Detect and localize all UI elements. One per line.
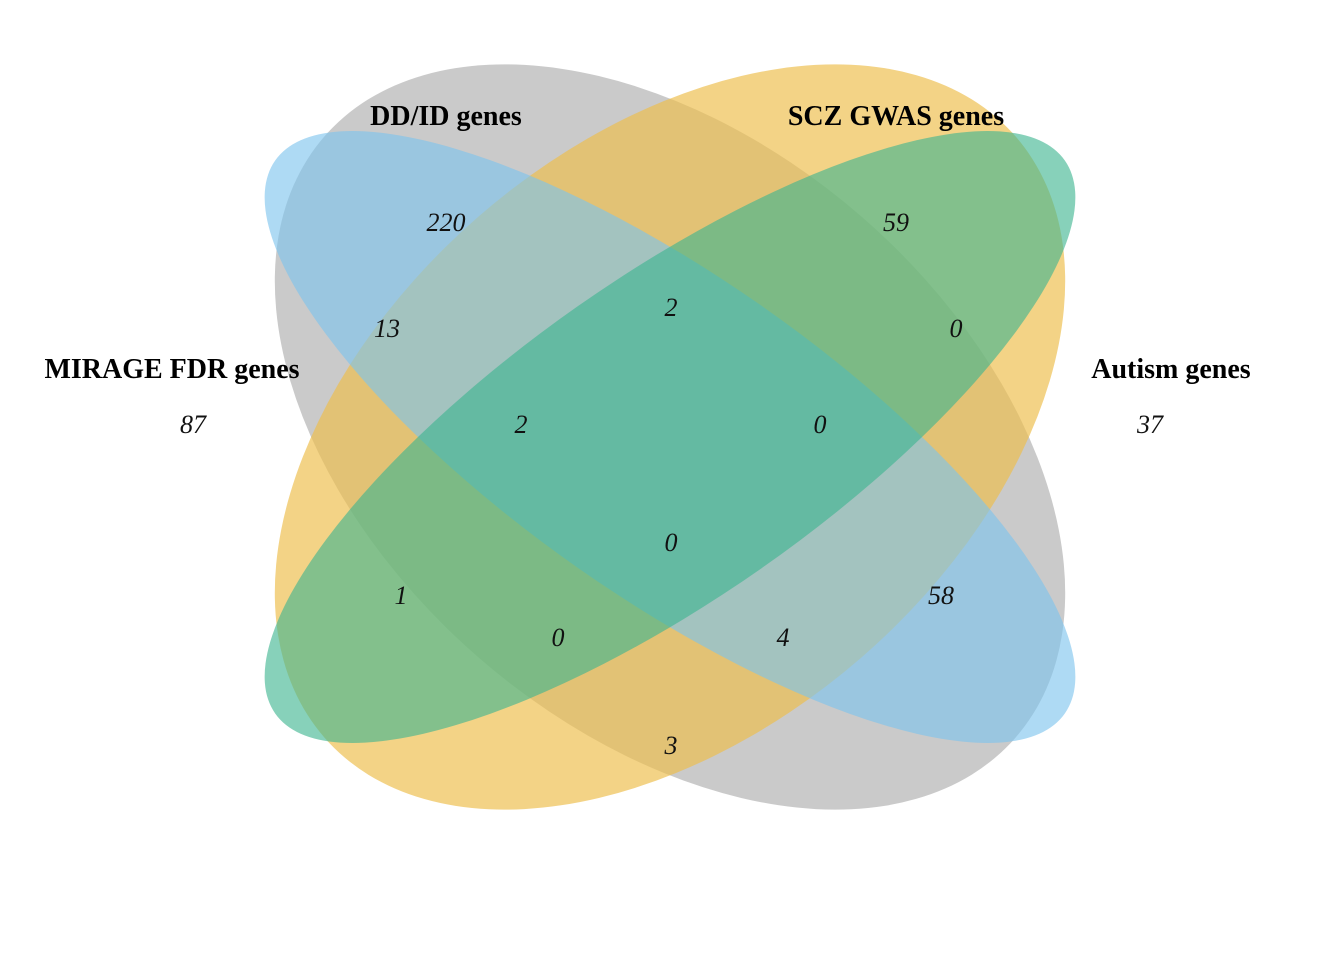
count-autism-only: 37 — [1136, 410, 1164, 439]
region-counts: 87 220 59 37 13 2 0 2 0 0 1 58 0 4 3 — [180, 208, 1164, 760]
count-scz-only: 59 — [883, 208, 909, 237]
count-mirage-only: 87 — [180, 410, 207, 439]
count-ddid-autism: 58 — [928, 581, 954, 610]
count-ddid-only: 220 — [427, 208, 466, 237]
count-mirage-autism: 3 — [664, 731, 678, 760]
count-ddid-scz: 2 — [665, 293, 678, 322]
set-labels: MIRAGE FDR genes DD/ID genes SCZ GWAS ge… — [44, 101, 1250, 385]
label-scz-gwas: SCZ GWAS genes — [788, 101, 1004, 132]
count-mirage-scz: 1 — [395, 581, 408, 610]
set-ellipses — [264, 64, 1076, 810]
scz-gwas-ellipse — [264, 131, 1076, 743]
label-mirage-fdr: MIRAGE FDR genes — [44, 354, 299, 385]
count-mirage-ddid-autism: 4 — [777, 623, 790, 652]
label-dd-id: DD/ID genes — [370, 101, 522, 132]
label-autism: Autism genes — [1091, 354, 1251, 385]
count-mirage-scz-autism: 0 — [552, 623, 565, 652]
count-all-four: 0 — [665, 528, 678, 557]
count-mirage-ddid: 13 — [374, 314, 400, 343]
count-ddid-scz-autism: 0 — [814, 410, 827, 439]
count-scz-autism: 0 — [950, 314, 963, 343]
count-mirage-ddid-scz: 2 — [515, 410, 528, 439]
